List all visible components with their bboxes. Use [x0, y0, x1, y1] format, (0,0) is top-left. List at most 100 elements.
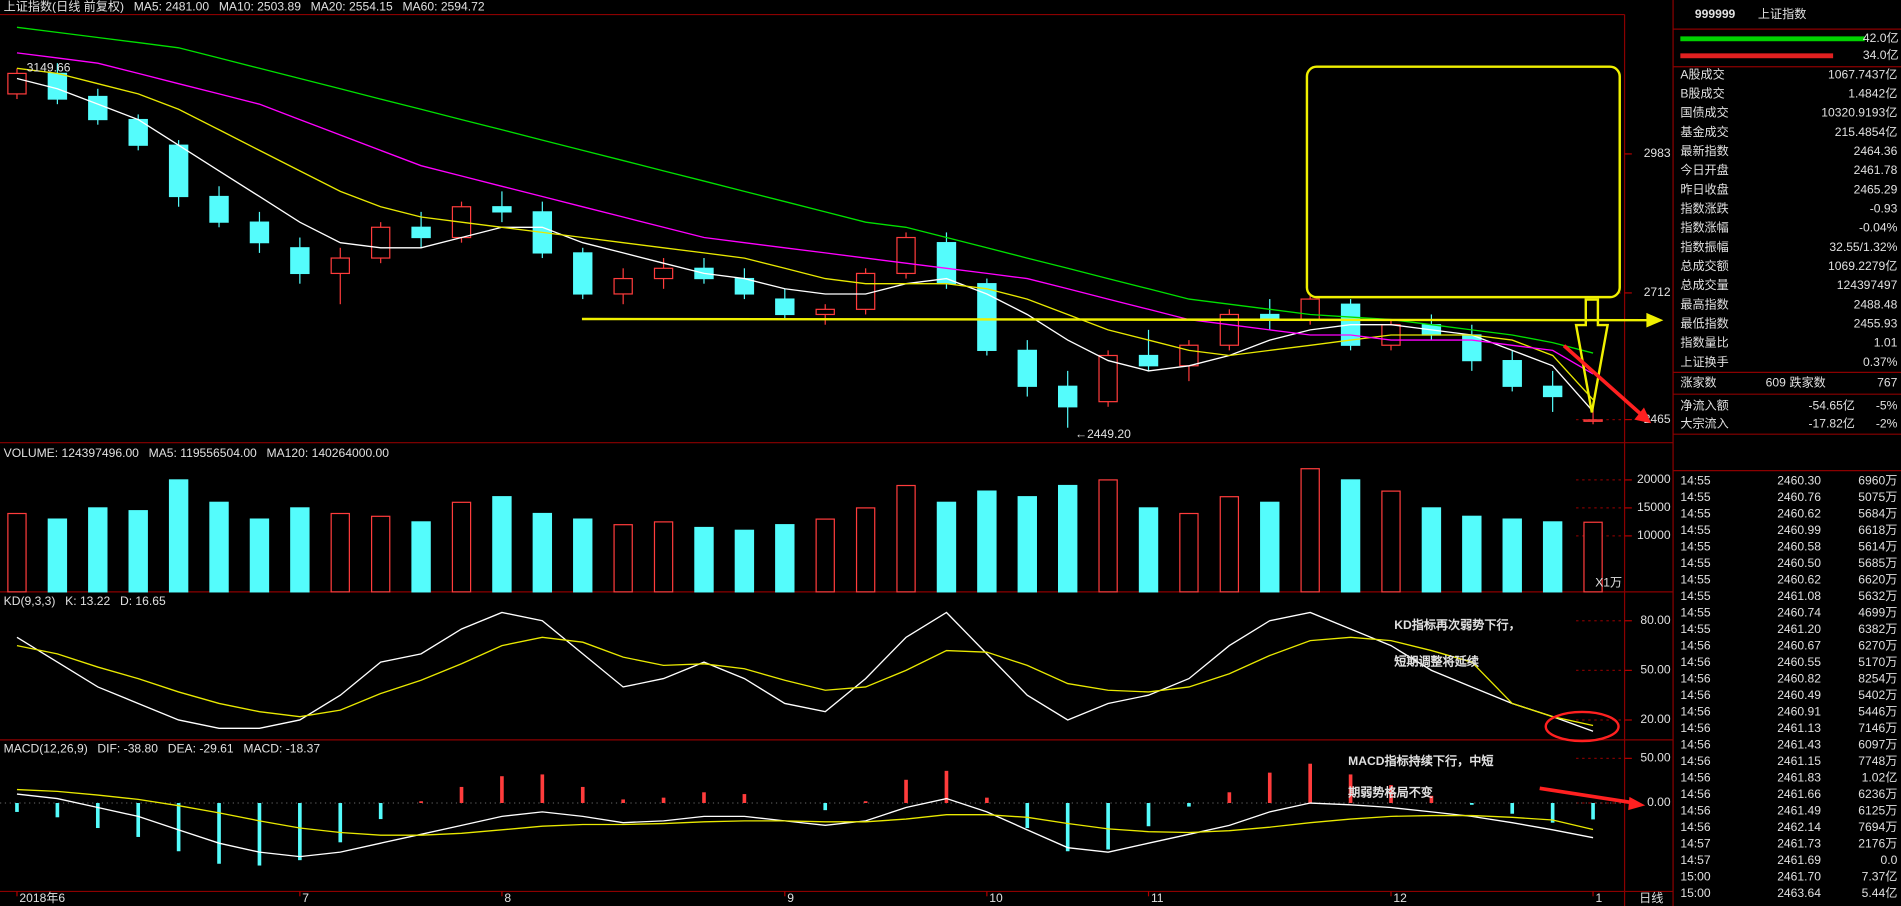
x-tick-label: 9 — [787, 891, 794, 905]
tick-price: 2463.64 — [1777, 886, 1821, 900]
header-label: 上证指数(日线 前复权) — [4, 0, 124, 13]
tick-volume: 5684万 — [1858, 507, 1897, 521]
candle-body — [775, 298, 795, 316]
stat-value: 1.4842亿 — [1848, 86, 1897, 101]
volume-bar — [411, 521, 431, 593]
arrow-head — [1646, 312, 1664, 328]
tick-time: 15:00 — [1680, 870, 1711, 884]
stat-label: 今日开盘 — [1680, 162, 1728, 177]
volume-bar — [492, 496, 512, 593]
candle-body — [977, 283, 997, 351]
tick-price: 2460.76 — [1777, 490, 1821, 504]
header-label: MA5: 119556504.00 — [149, 446, 257, 460]
stat-label: 昨日收盘 — [1680, 181, 1728, 196]
y-tick-label: 0.00 — [1647, 795, 1671, 809]
header-label: MA10: 2503.89 — [219, 0, 301, 13]
candle-body — [815, 308, 835, 316]
highlight-circle — [1544, 710, 1620, 743]
trend-arrow — [1539, 786, 1635, 805]
tick-volume: 5446万 — [1858, 705, 1897, 719]
indicator-line — [16, 77, 1594, 412]
candle-body — [1138, 354, 1159, 367]
note-text: MACD指标持续下行，中短 — [1348, 753, 1493, 768]
candle-body — [168, 144, 189, 198]
tick-time: 14:55 — [1680, 556, 1711, 570]
volume-bar — [694, 526, 714, 593]
tick-volume: 7146万 — [1858, 721, 1897, 735]
y-tick-label: 80.00 — [1640, 613, 1671, 627]
tick-price: 2461.66 — [1777, 787, 1821, 801]
stat-label: 国债成交 — [1680, 105, 1728, 120]
header-label: MA5: 2481.00 — [134, 0, 210, 13]
arrow-head — [1634, 407, 1652, 424]
tick-volume: 2176万 — [1858, 837, 1897, 851]
volume-bar — [1098, 479, 1118, 593]
annotation: ←2449.20 — [1075, 427, 1131, 441]
stat-label: 指数振幅 — [1680, 239, 1728, 254]
stat-label: 总成交额 — [1680, 258, 1728, 273]
volume-bar — [855, 507, 876, 593]
tick-time: 14:55 — [1680, 606, 1711, 620]
x-tick-label: 11 — [1151, 891, 1164, 905]
tick-volume: 5632万 — [1858, 589, 1897, 603]
tick-price: 2461.15 — [1777, 754, 1821, 768]
tick-volume: 5402万 — [1858, 688, 1897, 702]
tick-price: 2460.50 — [1777, 556, 1821, 570]
tick-time: 14:55 — [1680, 474, 1711, 488]
tick-volume: 5614万 — [1858, 540, 1897, 554]
breadth-value: 609 — [1766, 375, 1786, 389]
candle-body — [573, 252, 593, 295]
tick-volume: 6620万 — [1858, 573, 1897, 587]
stat-value: 215.4854亿 — [1835, 124, 1898, 139]
note-text: 期弱势格局不变 — [1348, 784, 1434, 799]
y-tick-label: 2712 — [1644, 285, 1671, 299]
header-label: KD(9,3,3) — [4, 594, 56, 608]
tick-volume: 5685万 — [1858, 556, 1897, 570]
tick-volume: 1.02亿 — [1862, 770, 1898, 785]
x-tick-label: 7 — [302, 891, 309, 905]
header-label: MACD(12,26,9) — [4, 742, 88, 756]
volume-bar — [1300, 468, 1320, 593]
tick-time: 14:57 — [1680, 837, 1711, 851]
tick-volume: 6960万 — [1858, 474, 1897, 488]
tick-time: 14:55 — [1680, 573, 1711, 587]
tick-price: 2461.73 — [1777, 837, 1821, 851]
volume-bar — [1542, 521, 1563, 593]
stat-value: -0.93 — [1870, 202, 1898, 216]
volume-bar — [370, 515, 391, 593]
note-text: 短期调整将延续 — [1394, 653, 1479, 668]
volume-bar — [815, 518, 835, 593]
volume-bar — [1381, 490, 1401, 593]
candle-body — [290, 247, 310, 275]
tick-price: 2460.49 — [1777, 688, 1821, 702]
stat-value: 2488.48 — [1854, 297, 1898, 311]
volume-bar — [1340, 479, 1361, 593]
candle-body — [1583, 419, 1603, 422]
tick-time: 14:56 — [1680, 705, 1711, 719]
candle-body — [936, 242, 957, 285]
tick-price: 2460.91 — [1777, 705, 1821, 719]
tick-price: 2460.58 — [1777, 540, 1821, 554]
volume-bar — [1138, 507, 1159, 593]
tick-time: 14:56 — [1680, 721, 1711, 735]
candle-body — [47, 72, 68, 100]
tick-time: 14:55 — [1680, 523, 1711, 537]
tick-price: 2460.67 — [1777, 639, 1821, 653]
strength-bar — [1680, 36, 1865, 42]
y-tick-label: 50.00 — [1640, 751, 1671, 765]
volume-bar — [1502, 518, 1522, 593]
tick-volume: 0.0 — [1881, 853, 1898, 867]
candle-body — [330, 257, 350, 275]
tick-volume: 8254万 — [1858, 672, 1897, 686]
indicator-line — [16, 67, 1594, 401]
volume-bar — [209, 501, 229, 593]
y-tick-label: 15000 — [1637, 500, 1671, 514]
tick-volume: 6097万 — [1858, 738, 1897, 752]
tick-price: 2460.62 — [1777, 507, 1821, 521]
tick-volume: 6618万 — [1858, 523, 1897, 537]
y-tick-label: 50.00 — [1640, 663, 1671, 677]
volume-bar — [249, 518, 270, 593]
indicator-line — [16, 793, 1594, 858]
tick-volume: 6236万 — [1858, 787, 1897, 801]
